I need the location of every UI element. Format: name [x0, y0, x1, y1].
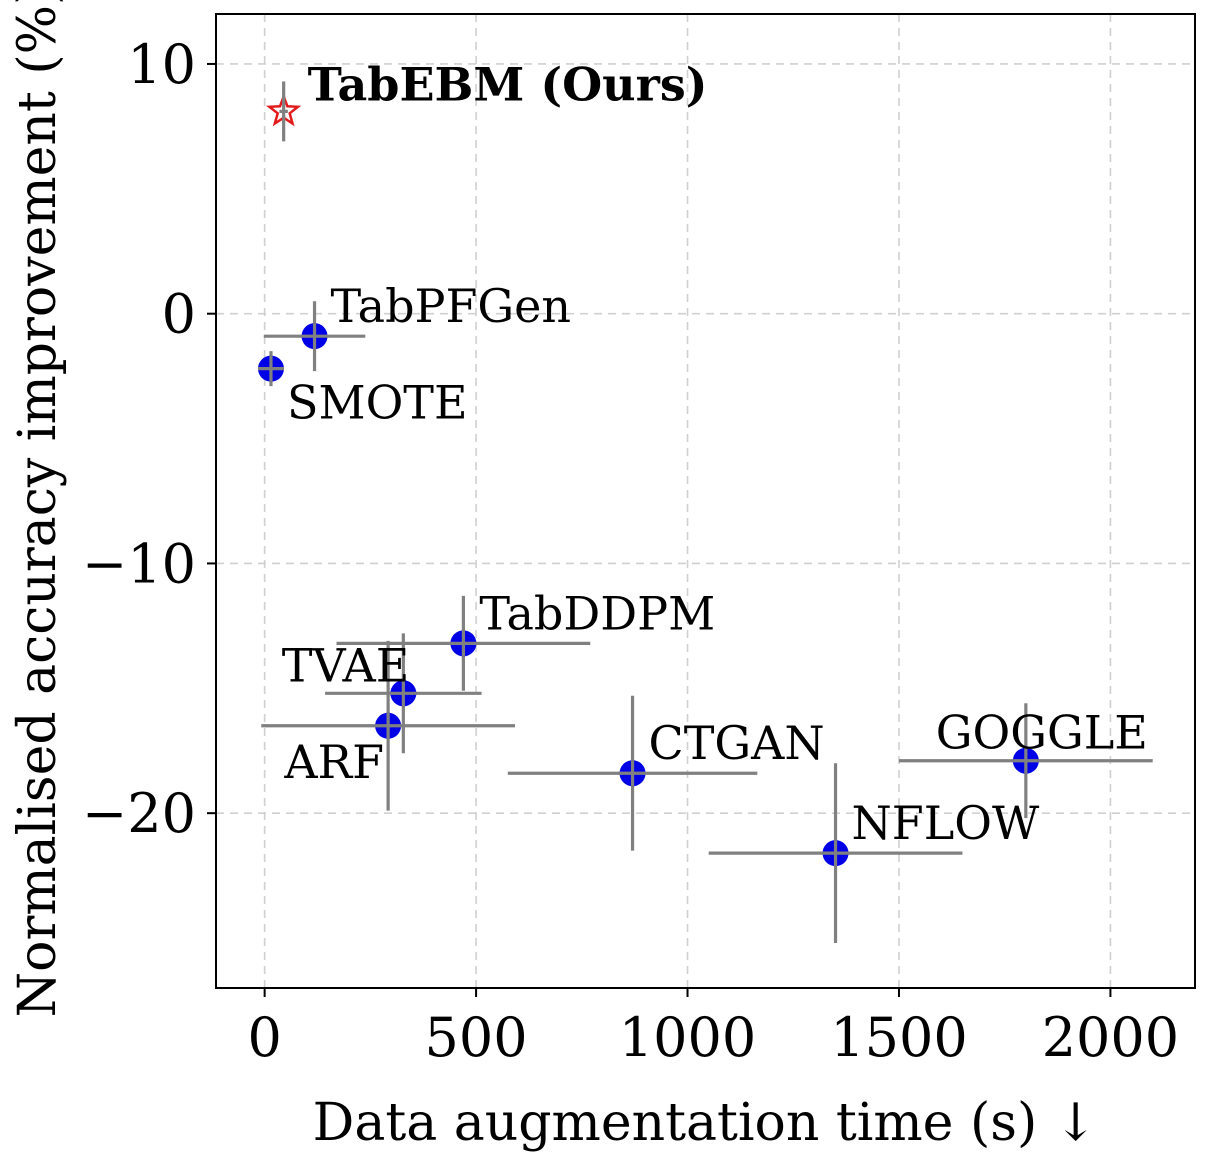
x-tick-label: 1000	[619, 1006, 756, 1069]
x-axis-ticks: 0 500 1000 1500 2000	[247, 988, 1179, 1069]
grid-lines	[216, 14, 1195, 988]
label-arf: ARF	[283, 735, 384, 789]
label-tabebm-ours: TabEBM (Ours)	[308, 57, 708, 111]
plot-frame	[215, 13, 1196, 989]
x-tick-label: 1500	[830, 1006, 967, 1069]
point-labels: TabEBM (Ours) TabPFGen SMOTE TabDDPM TVAE ARF…	[282, 57, 1148, 850]
x-tick-label: 2000	[1042, 1006, 1179, 1069]
y-tick-label: −10	[82, 532, 196, 595]
label-tabddpm: TabDDPM	[479, 586, 715, 640]
label-tabpfgen: TabPFGen	[331, 279, 571, 333]
label-goggle: GOGGLE	[936, 706, 1148, 760]
label-tvae: TVAE	[282, 638, 410, 692]
x-tick-label: 0	[247, 1006, 281, 1069]
y-tick-label: 0	[162, 283, 196, 346]
label-nflow: NFLOW	[852, 796, 1040, 850]
x-axis-title: Data augmentation time (s) ↓	[313, 1093, 1098, 1153]
y-axis-title: Normalised accuracy improvement (%)	[8, 0, 68, 1017]
y-tick-label: −20	[82, 782, 196, 845]
label-ctgan: CTGAN	[649, 716, 825, 770]
y-tick-label: 10	[127, 33, 196, 96]
x-tick-label: 500	[425, 1006, 528, 1069]
y-axis-ticks: 10 0 −10 −20	[82, 33, 216, 845]
data-markers	[257, 81, 1039, 867]
label-smote: SMOTE	[287, 376, 468, 430]
